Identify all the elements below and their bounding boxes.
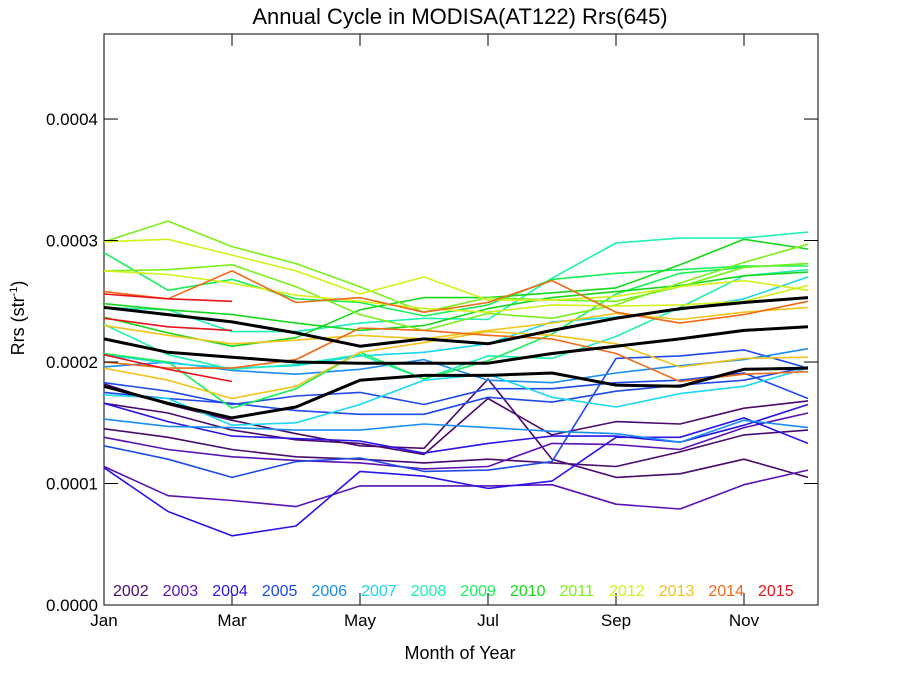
y-axis-label: Rrs (str-1): [8, 281, 28, 356]
legend-item-2002: 2002: [113, 583, 149, 600]
series-line-2008: [103, 231, 809, 333]
legend: 2002 2003 2004 2005 2006 2007 2008 2009 2010 2011…: [113, 583, 794, 600]
x-tick-label: Mar: [217, 611, 247, 630]
mean-line: [103, 296, 809, 348]
series-line-2014: [103, 270, 809, 324]
legend-item-2003: 2003: [163, 583, 199, 600]
series-line-2013: [103, 306, 809, 345]
y-tick-label: 0.0002: [46, 353, 98, 372]
legend-item-2015: 2015: [758, 583, 794, 600]
y-tick-label: 0.0003: [46, 232, 98, 251]
x-tick-label: Jan: [90, 611, 117, 630]
y-tick-label: 0.0004: [46, 110, 98, 129]
plot-frame: [103, 33, 819, 606]
series-line-2012: [103, 270, 809, 313]
series-line-2002: [103, 428, 809, 468]
series-line-2005: [103, 349, 809, 479]
series-layer: [103, 220, 809, 537]
series-line-2009: [103, 262, 809, 409]
legend-item-2007: 2007: [361, 583, 397, 600]
legend-item-2005: 2005: [262, 583, 298, 600]
series-line-2006: [103, 418, 809, 443]
legend-item-2011: 2011: [560, 583, 595, 600]
mean-line: [103, 325, 809, 365]
legend-item-2006: 2006: [311, 583, 347, 600]
x-tick-label: Sep: [601, 611, 631, 630]
series-line-2014: [103, 327, 809, 383]
series-line-2003: [103, 465, 809, 510]
y-tick-label: 0.0001: [46, 475, 98, 494]
series-line-2011: [103, 220, 809, 313]
chart-title: Annual Cycle in MODISA(AT122) Rrs(645): [252, 4, 667, 29]
legend-item-2004: 2004: [212, 583, 248, 600]
series-line-2008: [103, 268, 809, 380]
legend-item-2010: 2010: [510, 583, 546, 600]
legend-item-2014: 2014: [708, 583, 744, 600]
plot-border: [103, 33, 819, 606]
x-tick-label: Jul: [477, 611, 499, 630]
series-line-2015: [103, 293, 233, 303]
y-axis-label-close: ): [8, 281, 28, 287]
series-line-2007: [103, 367, 809, 426]
series-line-2003: [103, 412, 809, 470]
x-tick-label: May: [344, 611, 377, 630]
mean-line: [103, 366, 809, 420]
legend-item-2009: 2009: [460, 583, 496, 600]
series-line-2013: [103, 330, 809, 400]
series-line-2011: [103, 243, 809, 332]
series-line-2010: [103, 238, 809, 347]
series-line-2015: [103, 353, 233, 383]
legend-item-2013: 2013: [659, 583, 695, 600]
y-tick-label: 0.0000: [46, 596, 98, 615]
series-line-2002: [103, 378, 809, 479]
series-line-2012: [103, 238, 809, 301]
series-line-2004: [103, 417, 809, 537]
ticks-layer: Jan Mar May Jul Sep Nov 0.0000 0.0001 0.0002 0.00…: [46, 34, 818, 630]
series-line-2005: [103, 372, 809, 406]
y-axis-label-superscript: -1: [8, 287, 20, 297]
x-tick-label: Nov: [729, 611, 760, 630]
legend-item-2008: 2008: [411, 583, 447, 600]
series-line-2015: [103, 317, 233, 332]
x-axis-label: Month of Year: [404, 643, 515, 663]
y-axis-label-main: Rrs (str: [8, 296, 28, 355]
legend-item-2012: 2012: [609, 583, 645, 600]
